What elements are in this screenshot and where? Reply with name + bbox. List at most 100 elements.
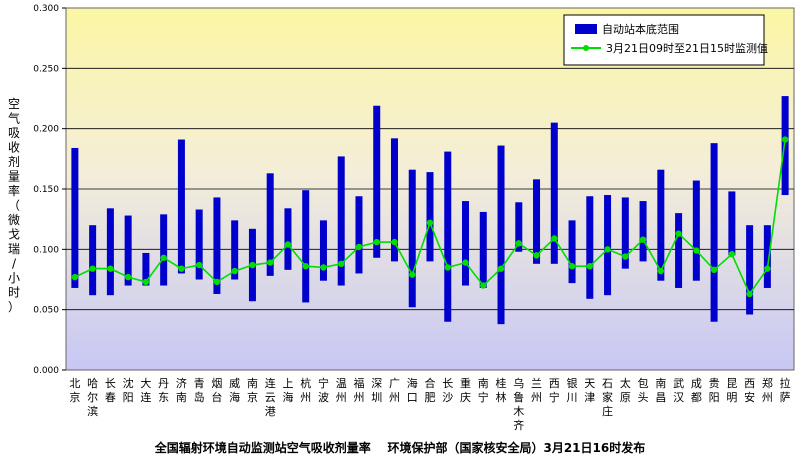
category-label: 海口 (407, 376, 418, 404)
range-bar (106, 208, 114, 296)
category-label: 南京 (247, 377, 258, 404)
range-bar (71, 147, 79, 288)
range-bar (746, 225, 754, 315)
monitoring-point (355, 243, 363, 251)
monitoring-point (657, 267, 665, 275)
monitoring-point (195, 261, 203, 269)
range-bar (89, 225, 97, 296)
range-bar (515, 202, 523, 252)
y-axis-ticks: 0.000 0.050 0.100 0.150 0.200 0.250 0.300 (33, 4, 66, 376)
y-tick-label: 0.000 (33, 366, 59, 376)
category-label: 杭州 (300, 376, 311, 404)
monitoring-point (639, 236, 647, 243)
category-label: 贵阳 (709, 377, 720, 404)
range-bar (462, 201, 470, 286)
legend-label-line: 3月21日09时至21日15时监测值 (606, 42, 768, 55)
range-bar (692, 180, 700, 281)
category-label: 太原 (620, 377, 631, 404)
legend: 自动站本底范围 3月21日09时至21日15时监测值 (563, 14, 768, 66)
category-label: 石家庄 (602, 377, 613, 418)
range-bar (355, 196, 363, 274)
legend-box (563, 14, 765, 66)
category-label: 乌鲁木齐 (513, 376, 524, 432)
range-bar (639, 201, 647, 262)
monitoring-point (568, 263, 576, 270)
category-label: 重庆 (460, 376, 471, 404)
monitoring-point (373, 238, 380, 246)
monitoring-point (480, 282, 487, 289)
category-label: 武汉 (673, 377, 684, 404)
monitoring-point (675, 230, 682, 237)
range-bar (657, 169, 665, 281)
monitoring-point (622, 253, 629, 260)
range-bar (124, 215, 132, 286)
range-bar (710, 143, 718, 322)
legend-label-range: 自动站本底范围 (602, 22, 679, 36)
monitoring-point (746, 290, 753, 298)
range-bar (195, 209, 203, 280)
category-label: 连云港 (265, 377, 276, 418)
category-label: 丹东 (158, 377, 169, 404)
monitoring-point (266, 259, 274, 266)
category-label: 威海 (229, 377, 240, 404)
monitoring-point (231, 267, 238, 275)
category-label: 成都 (691, 377, 702, 404)
monitoring-line (71, 136, 789, 298)
range-bar (302, 190, 310, 303)
range-bar (177, 139, 185, 274)
range-bar (621, 197, 629, 269)
range-bar (533, 179, 541, 264)
monitoring-point (497, 265, 505, 272)
range-bar (568, 220, 576, 284)
range-bar (763, 225, 771, 288)
legend-swatch-marker (583, 45, 589, 51)
range-bar (142, 252, 150, 286)
monitoring-point (320, 264, 327, 271)
category-label: 兰州 (531, 377, 542, 404)
x-axis-categories: 北京哈尔滨长春沈阳大连丹东济南青岛烟台威海南京连云港上海杭州宁波温州福州深圳广州… (69, 376, 790, 432)
category-label: 银川 (567, 376, 578, 404)
range-bar (337, 156, 345, 286)
monitoring-point (178, 265, 185, 272)
range-bar (408, 169, 416, 308)
monitoring-point (142, 278, 150, 286)
y-tick-label: 0.100 (33, 245, 59, 255)
category-label: 桂林 (496, 376, 507, 404)
category-label: 温州 (336, 377, 347, 404)
category-label: 上海 (282, 377, 293, 404)
range-bar (160, 214, 168, 286)
category-label: 哈尔滨 (87, 377, 98, 418)
monitoring-point (764, 265, 771, 272)
category-label: 济南 (176, 376, 187, 404)
monitoring-point (124, 273, 132, 281)
range-bar (390, 138, 398, 262)
range-bar (586, 196, 594, 299)
monitoring-point (604, 246, 611, 253)
category-label: 包头 (638, 377, 649, 404)
chart-caption: 全国辐射环境自动监测站空气吸收剂量率 环境保护部（国家核安全局）3月21日16时… (154, 440, 645, 455)
category-label: 拉萨 (780, 376, 791, 404)
monitoring-point (781, 136, 789, 143)
range-bar (426, 172, 434, 262)
category-label: 长沙 (442, 377, 453, 404)
range-bar (373, 105, 381, 258)
category-label: 深圳 (371, 377, 382, 404)
category-label: 南宁 (478, 377, 489, 404)
range-bar (284, 208, 292, 270)
y-axis-label-text: 空气吸收剂量率（微戈瑞/小时） (8, 97, 20, 314)
monitoring-point (391, 238, 398, 246)
range-bar (479, 211, 487, 288)
category-label: 福州 (353, 376, 364, 404)
monitoring-point (515, 240, 522, 247)
category-label: 南昌 (655, 377, 666, 404)
monitoring-point (462, 259, 469, 266)
monitoring-point (444, 264, 451, 271)
monitoring-point (728, 250, 736, 258)
legend-swatch-range (575, 24, 597, 34)
monitoring-point (586, 263, 594, 270)
range-bar (231, 220, 239, 280)
range-bars (71, 96, 789, 325)
monitoring-point (551, 235, 558, 242)
range-bar (497, 145, 505, 325)
monitoring-point (249, 261, 256, 269)
